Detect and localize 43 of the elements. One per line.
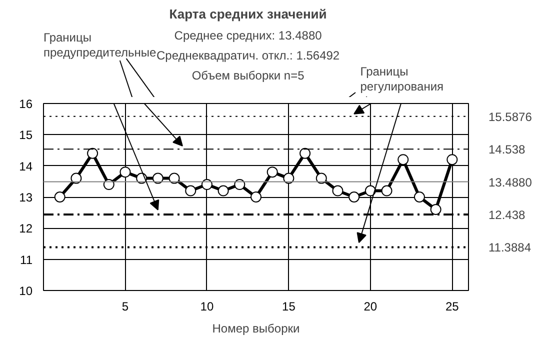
point (266, 166, 278, 178)
point (398, 154, 409, 166)
ref-line-label: 11.3884 (488, 240, 532, 255)
ref-line-label: 15.5876 (488, 110, 532, 124)
ref-line-label: 13.4880 (488, 175, 532, 190)
text: Границы регулирования (360, 64, 444, 94)
point (70, 172, 82, 184)
point (185, 185, 196, 196)
point (120, 166, 131, 178)
point (168, 172, 180, 184)
point (316, 172, 327, 184)
y-tick-label: 12 (19, 222, 33, 236)
point (300, 148, 311, 159)
point (348, 192, 360, 202)
point (446, 154, 458, 166)
point (381, 185, 392, 196)
point (414, 192, 425, 202)
point (332, 185, 344, 196)
point (283, 172, 294, 184)
point (430, 204, 442, 215)
x-tick-label: 10 (200, 300, 214, 314)
x-axis-title: Номер выборки (212, 322, 300, 336)
x-tick-label: 25 (445, 300, 460, 314)
point (364, 185, 376, 196)
chart-title: Карта средних значений (169, 6, 327, 22)
y-tick-label: 13 (19, 190, 33, 204)
y-tick-label: 11 (20, 252, 33, 267)
y-tick-label: 14 (19, 159, 33, 174)
ref-line-label: 12.438 (488, 208, 526, 222)
text: Границы предупредительные (44, 30, 157, 60)
y-tick-label: 15 (19, 128, 33, 142)
x-tick-label: 20 (364, 300, 378, 314)
x-tick-label: 15 (282, 300, 296, 314)
x-tick-label: 5 (122, 300, 129, 314)
point (218, 185, 229, 196)
point (54, 192, 66, 202)
chart-subtitle: Среднее средних: 13.4880 Среднеквадратич. откл.: 1.56492 Объем выборки n=5 (156, 28, 340, 82)
y-tick-label: 16 (19, 97, 33, 111)
point (250, 192, 262, 202)
y-tick-label: 10 (19, 284, 33, 298)
point (87, 148, 98, 159)
point (152, 172, 164, 184)
ref-line-label: 14.538 (488, 142, 526, 157)
